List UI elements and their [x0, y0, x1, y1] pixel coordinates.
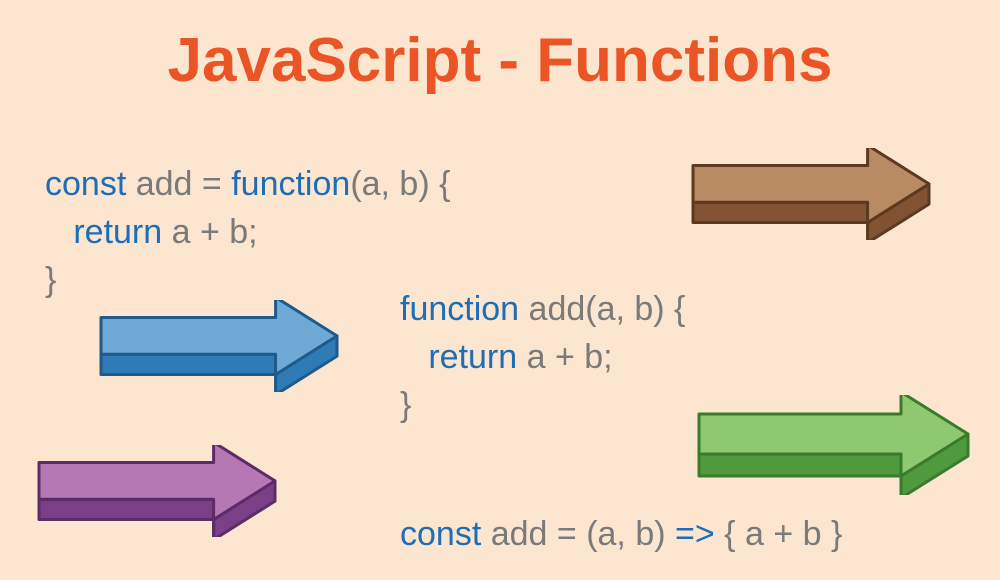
page-title: JavaScript - Functions — [0, 25, 1000, 96]
code-segment: add — [136, 165, 202, 203]
code-segment — [400, 338, 428, 376]
code-segment: return — [73, 213, 171, 251]
arrow-green-icon — [696, 395, 971, 495]
code-segment: return — [428, 338, 526, 376]
code-segment: const — [45, 165, 136, 203]
code-segment: const — [400, 515, 491, 553]
code-block: const add = (a, b) => { a + b } — [400, 510, 842, 558]
code-segment: (a, b) { — [350, 165, 450, 203]
code-segment: function — [400, 290, 529, 328]
code-line: return a + b; — [400, 333, 685, 381]
code-line: function add(a, b) { — [400, 285, 685, 333]
code-segment: add(a, b) { — [529, 290, 686, 328]
arrow-blue-icon — [98, 300, 340, 392]
code-segment: function — [231, 165, 350, 203]
code-block: const add = function(a, b) { return a + … — [45, 160, 450, 304]
code-segment: a + b; — [172, 213, 258, 251]
infographic-canvas: JavaScript - Functions const add = funct… — [0, 0, 1000, 580]
arrow-purple-icon — [36, 445, 278, 537]
code-segment: } — [45, 261, 56, 299]
code-segment: = — [202, 165, 231, 203]
code-line: return a + b; — [45, 208, 450, 256]
arrow-brown-icon — [690, 148, 932, 240]
code-line: const add = (a, b) => { a + b } — [400, 510, 842, 558]
code-line: const add = function(a, b) { — [45, 160, 450, 208]
code-block: function add(a, b) { return a + b;} — [400, 285, 685, 429]
code-segment: add = (a, b) — [491, 515, 675, 553]
code-line: } — [45, 256, 450, 304]
code-segment: => — [675, 515, 715, 553]
code-segment: a + b; — [527, 338, 613, 376]
code-line: } — [400, 381, 685, 429]
code-segment: { a + b } — [715, 515, 843, 553]
code-segment — [45, 213, 73, 251]
code-segment: } — [400, 386, 411, 424]
